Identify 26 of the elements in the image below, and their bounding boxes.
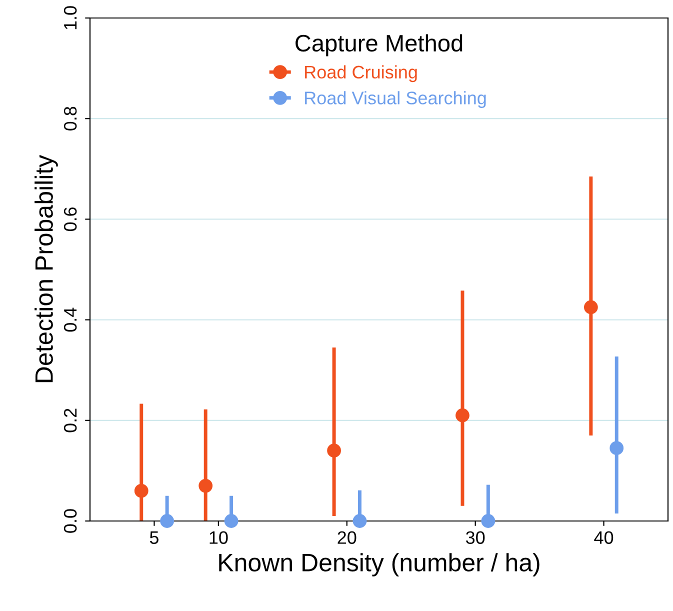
legend-label: Road Cruising bbox=[305, 65, 417, 82]
point bbox=[160, 514, 174, 528]
point bbox=[352, 514, 367, 528]
legend-label: Road Visual Searching bbox=[305, 91, 486, 108]
y-axis-title: Detection Probability bbox=[34, 154, 58, 382]
y-tick-label: 0.6 bbox=[64, 207, 77, 232]
point bbox=[610, 441, 624, 456]
point bbox=[327, 444, 341, 458]
x-axis-title: Known Density (number / ha) bbox=[219, 553, 540, 576]
point bbox=[584, 300, 598, 314]
y-tick-label: 1.0 bbox=[64, 6, 77, 30]
x-tick-label: 20 bbox=[338, 531, 356, 544]
point bbox=[456, 408, 470, 422]
point bbox=[198, 478, 213, 493]
y-tick-label: 0.2 bbox=[64, 408, 77, 432]
x-tick-label: 30 bbox=[466, 531, 485, 544]
y-tick-label: 0.8 bbox=[64, 106, 77, 130]
point bbox=[224, 514, 238, 528]
x-tick-label: 5 bbox=[150, 531, 158, 544]
x-tick-label: 10 bbox=[210, 531, 228, 544]
point bbox=[134, 484, 148, 498]
legend-title: Capture Method bbox=[296, 34, 462, 56]
y-tick-label: 0.0 bbox=[64, 509, 77, 533]
y-tick-label: 0.4 bbox=[64, 308, 77, 332]
point bbox=[481, 514, 496, 528]
x-tick-label: 40 bbox=[594, 531, 614, 544]
